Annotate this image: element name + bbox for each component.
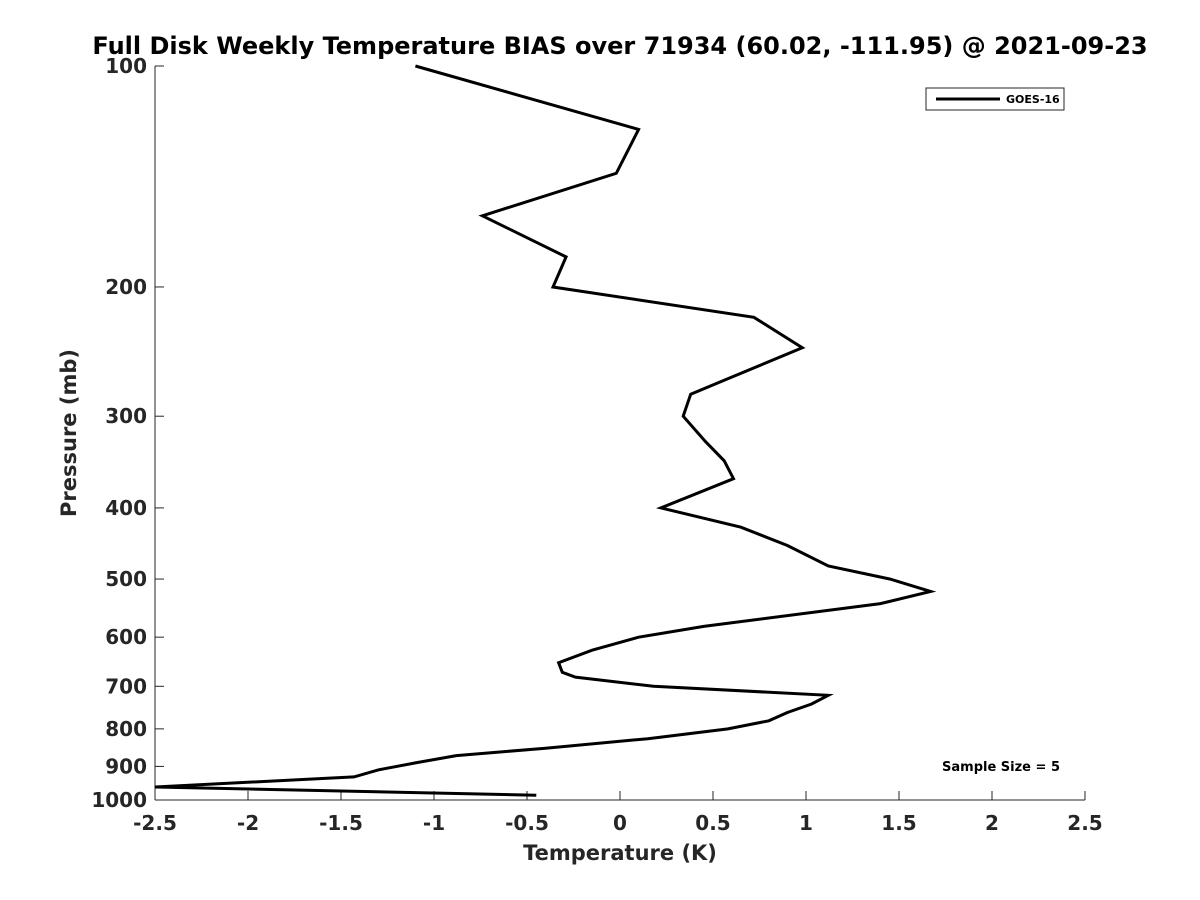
x-axis-ticks: -2.5 -2 -1.5 -1 -0.5 0 0.5 1 1.5 2 2.5 bbox=[133, 791, 1103, 835]
y-tick-label: 900 bbox=[105, 754, 147, 778]
x-tick-label: -2.5 bbox=[133, 811, 177, 835]
legend-label-goes-16: GOES-16 bbox=[1006, 93, 1060, 106]
y-tick-label: 1000 bbox=[91, 788, 147, 812]
x-tick-label: -1.5 bbox=[319, 811, 363, 835]
y-tick-label: 200 bbox=[105, 275, 147, 299]
sample-size-annotation: Sample Size = 5 bbox=[942, 760, 1060, 775]
y-tick-label: 800 bbox=[105, 717, 147, 741]
x-tick-label: 0 bbox=[613, 811, 627, 835]
series-group bbox=[155, 64, 937, 797]
series-line-goes-16 bbox=[155, 64, 937, 797]
plot-area bbox=[154, 66, 1085, 801]
x-tick-label: 0.5 bbox=[695, 811, 730, 835]
y-axis-ticks: 100 200 300 400 500 600 700 800 900 1000 bbox=[91, 54, 164, 812]
y-tick-label: 100 bbox=[105, 54, 147, 78]
y-tick-label: 500 bbox=[105, 567, 147, 591]
x-tick-label: -1 bbox=[423, 811, 445, 835]
chart-title: Full Disk Weekly Temperature BIAS over 7… bbox=[92, 32, 1147, 60]
x-tick-label: 1 bbox=[799, 811, 813, 835]
x-tick-label: 2.5 bbox=[1067, 811, 1102, 835]
y-tick-label: 700 bbox=[105, 674, 147, 698]
x-tick-label: -2 bbox=[237, 811, 259, 835]
legend: GOES-16 bbox=[925, 87, 1065, 111]
y-tick-label: 600 bbox=[105, 625, 147, 649]
x-tick-label: 2 bbox=[985, 811, 999, 835]
x-axis-label: Temperature (K) bbox=[523, 841, 717, 865]
y-tick-label: 400 bbox=[105, 496, 147, 520]
x-tick-label: -0.5 bbox=[505, 811, 549, 835]
y-axis-label: Pressure (mb) bbox=[57, 349, 81, 517]
x-tick-label: 1.5 bbox=[881, 811, 916, 835]
y-tick-label: 300 bbox=[105, 404, 147, 428]
